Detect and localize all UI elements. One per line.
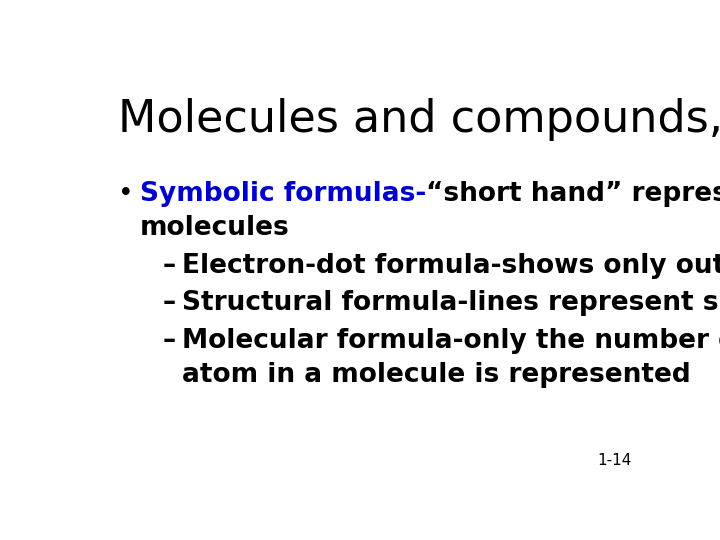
- Text: –: –: [163, 290, 176, 316]
- Text: –: –: [163, 253, 176, 279]
- Text: molecules: molecules: [140, 215, 290, 241]
- Text: –: –: [163, 328, 176, 354]
- Text: Electron-dot formula-shows only outermost electrons: Electron-dot formula-shows only outermos…: [182, 253, 720, 279]
- Text: •: •: [118, 181, 133, 207]
- Text: Molecular formula-only the number of each type of: Molecular formula-only the number of eac…: [182, 328, 720, 354]
- Text: Molecules and compounds, cont’d.: Molecules and compounds, cont’d.: [118, 98, 720, 141]
- Text: “short hand” representations of: “short hand” representations of: [426, 181, 720, 207]
- Text: Structural formula-lines represent shared electrons: Structural formula-lines represent share…: [182, 290, 720, 316]
- Text: atom in a molecule is represented: atom in a molecule is represented: [182, 362, 690, 388]
- Text: 1-14: 1-14: [597, 453, 631, 468]
- Text: Symbolic formulas-: Symbolic formulas-: [140, 181, 426, 207]
